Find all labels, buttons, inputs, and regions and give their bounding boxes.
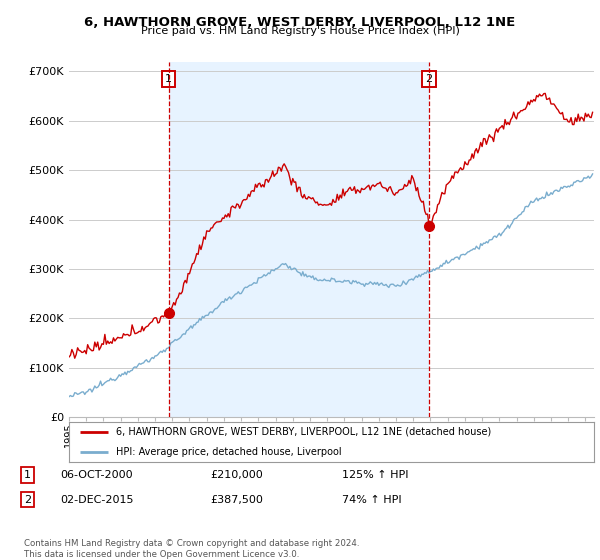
Text: 06-OCT-2000: 06-OCT-2000 [60,470,133,480]
Text: £210,000: £210,000 [210,470,263,480]
Text: 1: 1 [165,74,172,85]
Text: 125% ↑ HPI: 125% ↑ HPI [342,470,409,480]
Text: 2: 2 [425,74,433,85]
Bar [169,62,429,417]
Text: £387,500: £387,500 [210,494,263,505]
Text: 6, HAWTHORN GROVE, WEST DERBY, LIVERPOOL, L12 1NE (detached house): 6, HAWTHORN GROVE, WEST DERBY, LIVERPOOL… [116,427,491,437]
Text: HPI: Average price, detached house, Liverpool: HPI: Average price, detached house, Live… [116,447,342,457]
Text: Contains HM Land Registry data © Crown copyright and database right 2024.
This d: Contains HM Land Registry data © Crown c… [24,539,359,559]
Text: 74% ↑ HPI: 74% ↑ HPI [342,494,401,505]
Text: 02-DEC-2015: 02-DEC-2015 [60,494,133,505]
Text: 2: 2 [24,494,31,505]
Text: Price paid vs. HM Land Registry's House Price Index (HPI): Price paid vs. HM Land Registry's House … [140,26,460,36]
Text: 1: 1 [24,470,31,480]
Text: 6, HAWTHORN GROVE, WEST DERBY, LIVERPOOL, L12 1NE: 6, HAWTHORN GROVE, WEST DERBY, LIVERPOOL… [85,16,515,29]
